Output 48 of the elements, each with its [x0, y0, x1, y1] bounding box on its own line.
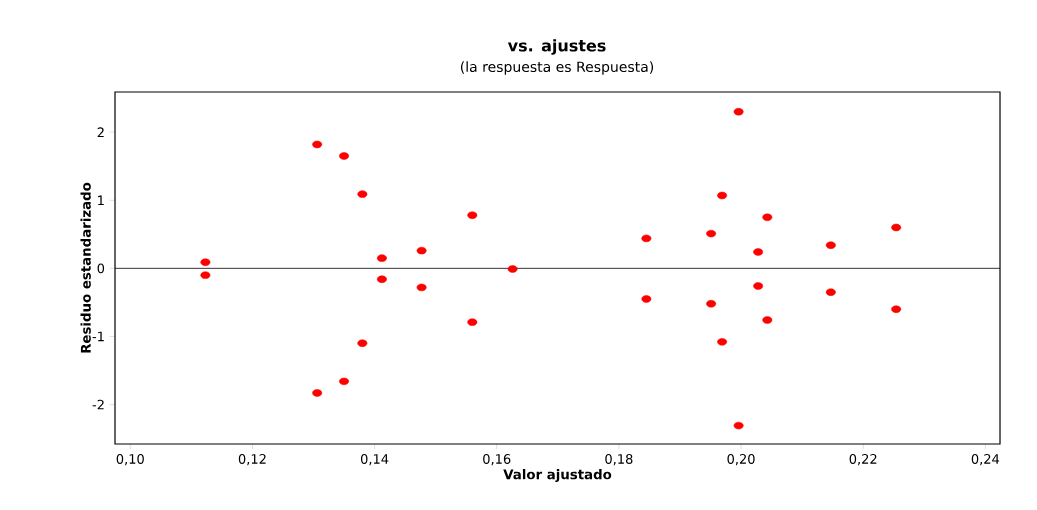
- x-tick-label: 0,20: [727, 454, 755, 466]
- point: [416, 283, 427, 292]
- point: [825, 241, 836, 249]
- point: [733, 108, 744, 116]
- y-tick-label: -1: [92, 331, 104, 342]
- point: [416, 246, 427, 255]
- point: [717, 338, 728, 346]
- x-axis-title: Valor ajustado: [503, 469, 612, 483]
- y-tick-label: -2: [92, 399, 104, 410]
- chart-title: vs. ajustes: [507, 39, 606, 55]
- y-tick-label: 1: [98, 195, 104, 205]
- point: [717, 191, 728, 200]
- point: [706, 229, 717, 238]
- x-tick-label: 0,18: [605, 454, 633, 466]
- point: [339, 152, 349, 160]
- y-tick-label: 2: [97, 127, 104, 137]
- y-tick-label: 0: [97, 263, 105, 274]
- point: [467, 211, 478, 219]
- point: [753, 248, 764, 256]
- point: [357, 190, 368, 198]
- x-tick-label: 0,16: [483, 454, 511, 466]
- point: [200, 258, 211, 266]
- point: [357, 339, 368, 347]
- point: [467, 318, 478, 326]
- chart-subtitle: (la respuesta es Respuesta): [460, 61, 654, 75]
- x-tick-label: 0,24: [971, 454, 1000, 466]
- x-tick-label: 0,22: [849, 454, 877, 466]
- point: [891, 305, 902, 313]
- point: [339, 377, 349, 386]
- y-axis-title: Residuo estandarizado: [80, 182, 91, 353]
- point: [312, 389, 323, 397]
- point: [376, 275, 387, 283]
- point: [762, 213, 773, 222]
- point: [733, 421, 744, 430]
- point: [641, 295, 652, 303]
- point: [376, 254, 387, 262]
- point: [312, 140, 323, 149]
- point: [200, 271, 211, 279]
- point: [706, 300, 717, 308]
- x-tick-label: 0,12: [238, 454, 266, 466]
- x-tick-label: 0,10: [116, 454, 144, 466]
- x-tick-label: 0,14: [360, 454, 389, 466]
- point: [507, 265, 518, 273]
- point: [641, 234, 652, 243]
- point: [891, 223, 902, 232]
- point: [825, 288, 836, 296]
- point: [762, 316, 773, 324]
- point: [753, 282, 764, 290]
